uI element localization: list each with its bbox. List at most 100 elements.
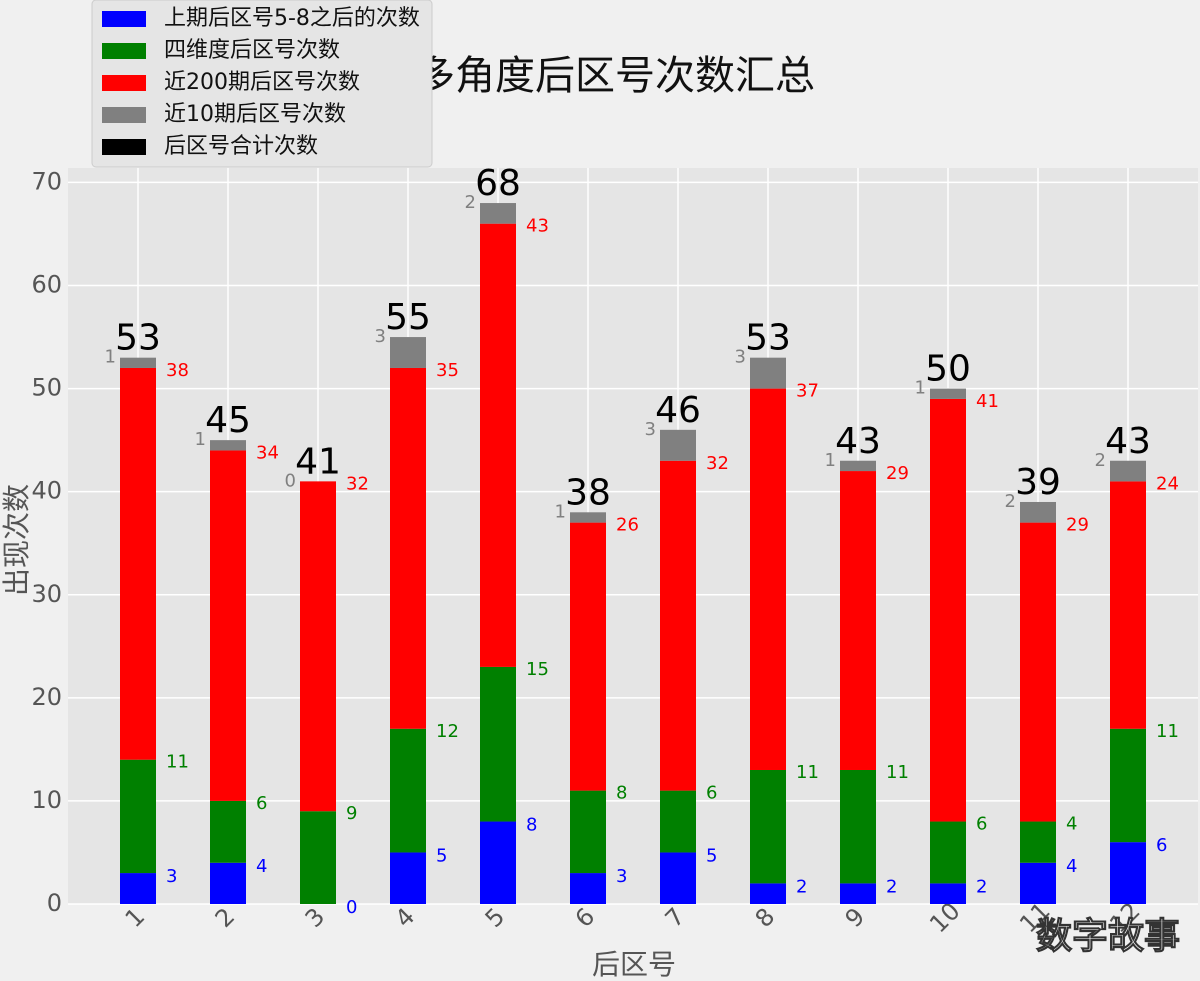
value-label: 15 [526, 659, 549, 680]
bar-segment [210, 862, 246, 904]
bar-segment [570, 873, 606, 904]
x-tick-label: 4 [390, 902, 421, 933]
value-label: 4 [256, 856, 267, 877]
y-tick-label: 30 [31, 580, 62, 608]
legend-label: 近10期后区号次数 [164, 102, 346, 127]
value-label: 4 [1066, 856, 1077, 877]
y-tick-label: 20 [31, 683, 62, 711]
bar-segment [750, 357, 786, 389]
value-label: 3 [616, 866, 627, 887]
bar-segment [480, 203, 516, 224]
legend-swatch [102, 43, 146, 59]
value-label: 1 [825, 450, 836, 471]
bar-segment [480, 821, 516, 904]
value-label: 3 [166, 866, 177, 887]
value-label: 12 [436, 721, 459, 742]
y-axis-label: 出现次数 [0, 484, 33, 596]
total-label: 43 [1105, 421, 1151, 462]
total-label: 55 [385, 297, 431, 338]
bar-segment [750, 769, 786, 884]
bar-segment [480, 223, 516, 667]
bar-segment [660, 852, 696, 904]
bar-segment [300, 481, 336, 812]
bar-segment [570, 790, 606, 874]
bar-segment [390, 852, 426, 904]
value-label: 29 [1066, 515, 1089, 536]
total-label: 41 [295, 441, 341, 482]
bar-segment [120, 873, 156, 904]
x-tick-label: 3 [300, 902, 331, 933]
value-label: 32 [346, 473, 369, 494]
value-label: 2 [465, 192, 476, 213]
bar-segment [840, 769, 876, 884]
value-label: 26 [616, 515, 639, 536]
value-label: 43 [526, 216, 549, 237]
total-label: 39 [1015, 462, 1061, 503]
bar-segment [120, 367, 156, 760]
value-label: 8 [616, 783, 627, 804]
value-label: 2 [886, 876, 897, 897]
value-label: 9 [346, 803, 357, 824]
bar-segment [660, 790, 696, 853]
legend-swatch [102, 139, 146, 155]
x-tick-label: 5 [480, 902, 511, 933]
legend-label: 上期后区号5-8之后的次数 [164, 6, 420, 31]
value-label: 11 [1156, 721, 1179, 742]
value-label: 0 [346, 897, 357, 918]
bar-segment [1020, 522, 1056, 822]
x-tick-label: 9 [840, 902, 871, 933]
bar-segment [390, 367, 426, 729]
bar-segment [1020, 501, 1056, 523]
x-tick-label: 1 [120, 902, 151, 933]
bar-segment [660, 429, 696, 461]
chart-title: 多角度后区号次数汇总 [415, 53, 815, 99]
value-label: 5 [706, 845, 717, 866]
y-tick-label: 50 [31, 374, 62, 402]
y-tick-label: 60 [31, 271, 62, 299]
value-label: 34 [256, 442, 279, 463]
bar-segment [840, 471, 876, 770]
value-label: 1 [915, 378, 926, 399]
value-label: 11 [166, 752, 189, 773]
bar-segment [930, 883, 966, 904]
total-label: 38 [565, 472, 611, 513]
bar-segment [1110, 481, 1146, 729]
value-label: 2 [976, 876, 987, 897]
bar-segment [1020, 862, 1056, 904]
value-label: 2 [796, 876, 807, 897]
plot-area [68, 168, 1198, 904]
y-tick-label: 70 [31, 167, 62, 195]
value-label: 6 [976, 814, 987, 835]
value-label: 37 [796, 381, 819, 402]
value-label: 6 [706, 783, 717, 804]
total-label: 43 [835, 421, 881, 462]
x-tick-label: 6 [570, 902, 601, 933]
bar-segment [120, 759, 156, 874]
bar-segment [660, 460, 696, 791]
value-label: 29 [886, 463, 909, 484]
total-label: 53 [115, 318, 161, 359]
bar-segment [300, 811, 336, 904]
value-label: 24 [1156, 473, 1179, 494]
x-tick-label: 7 [660, 902, 691, 933]
bar-segment [840, 883, 876, 904]
bar-segment [390, 728, 426, 853]
legend-swatch [102, 107, 146, 123]
bar-segment [840, 460, 876, 472]
bar-segment [210, 440, 246, 451]
value-label: 1 [105, 347, 116, 368]
x-tick-label: 2 [210, 902, 241, 933]
value-label: 4 [1066, 814, 1077, 835]
y-tick-label: 10 [31, 786, 62, 814]
legend-box [91, 0, 433, 168]
bar-segment [930, 821, 966, 884]
value-label: 32 [706, 453, 729, 474]
bar-segment [750, 388, 786, 770]
bar-segment [750, 883, 786, 904]
bar-segment [480, 666, 516, 822]
total-label: 46 [655, 390, 701, 431]
value-label: 11 [796, 762, 819, 783]
x-tick-label: 8 [750, 902, 781, 933]
value-label: 3 [735, 347, 746, 368]
